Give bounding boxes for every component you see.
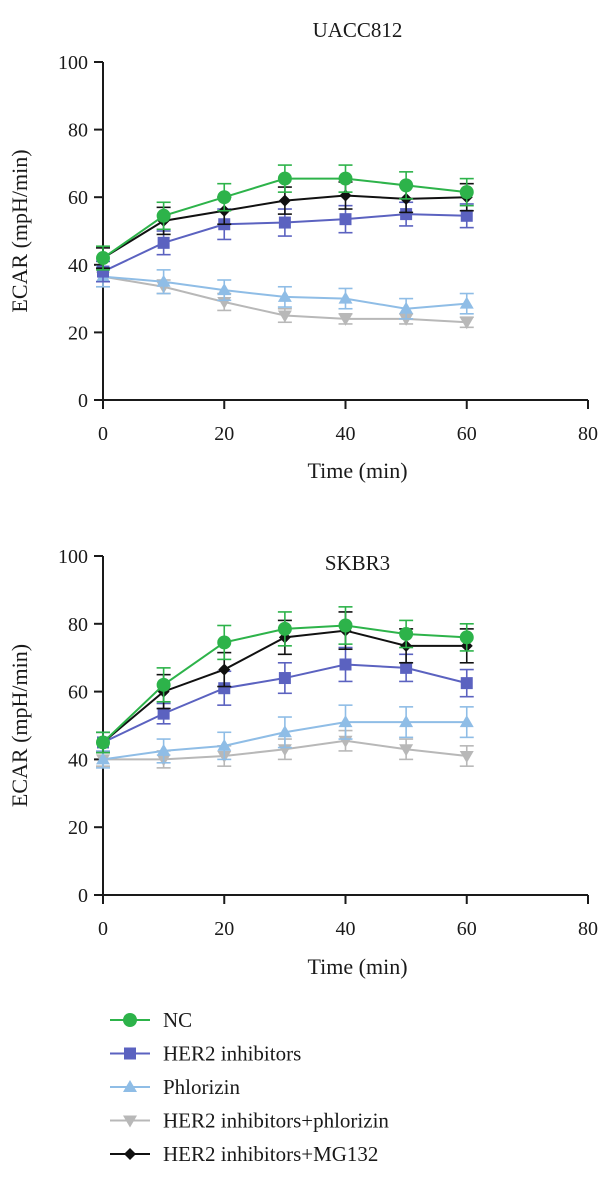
legend-label: HER2 inhibitors [163,1042,301,1066]
x-tick-label: 40 [336,918,356,940]
legend-item-her2-inhibitors-mg132: HER2 inhibitors+MG132 [110,1142,378,1166]
chart-panel-uacc812: UACC812 0 20 40 60 80 100 0 20 40 60 80 Time (min) EC… [7,18,598,483]
legend-item-phlorizin: Phlorizin [110,1075,240,1099]
legend-marker [123,1115,137,1128]
legend-label: HER2 inhibitors+phlorizin [163,1109,389,1133]
data-point [399,715,414,728]
data-point [459,715,474,728]
y-tick-label: 20 [68,817,88,839]
chart-panel-skbr3: SKBR3 0 20 40 60 80 100 0 20 40 60 80 Time (min) ECAR… [7,546,598,979]
legend-marker [124,1148,136,1160]
data-point [399,301,414,314]
y-axis-title: ECAR (mpH/min) [7,149,32,312]
data-point [278,672,291,685]
series-her2-inhibitors [96,201,474,283]
y-axis-title: ECAR (mpH/min) [7,644,32,807]
x-tick-label: 60 [457,423,477,445]
x-axis-title: Time (min) [307,458,407,483]
data-point [217,738,232,751]
y-tick-label: 0 [78,885,88,907]
data-point [339,213,352,226]
data-point [338,171,353,186]
y-tick-label: 80 [68,614,88,636]
data-point [277,171,292,186]
legend-item-her2-inhibitors: HER2 inhibitors [110,1042,301,1066]
data-point [460,677,473,690]
data-point [217,283,232,296]
legend-marker [123,1013,137,1027]
data-point [217,190,232,205]
legend-item-her2-inhibitors-phlorizin: HER2 inhibitors+phlorizin [110,1109,389,1133]
data-point [459,751,474,764]
y-tick-label: 100 [58,546,88,568]
data-point [218,663,231,676]
data-point [157,236,170,249]
data-point [156,743,171,756]
chart-title: UACC812 [313,18,403,42]
series-nc [96,606,474,754]
data-point [459,317,474,330]
y-tick-label: 0 [78,390,88,412]
data-point [156,677,171,692]
data-point [277,289,292,302]
data-point [277,725,292,738]
data-point [459,185,474,200]
data-point [338,715,353,728]
legend-label: NC [163,1008,192,1032]
series-nc [96,164,474,271]
x-tick-label: 0 [98,423,108,445]
data-point [217,635,232,650]
data-point [277,621,292,636]
legend-marker [124,1047,136,1060]
x-tick-label: 0 [98,918,108,940]
y-tick-label: 80 [68,120,88,142]
x-tick-label: 20 [214,918,234,940]
legend: NC HER2 inhibitors Phlorizin HER2 inhibitor… [110,1008,389,1166]
data-point [339,658,352,671]
data-point [399,626,414,641]
x-tick-label: 80 [578,423,598,445]
x-tick-label: 60 [457,918,477,940]
y-tick-label: 60 [68,187,88,209]
data-point [96,251,110,266]
y-tick-label: 20 [68,322,88,344]
data-point [460,209,473,222]
legend-marker [123,1080,137,1092]
data-point [459,296,474,309]
data-point [400,208,413,221]
data-point [338,313,353,326]
data-point [399,313,414,326]
x-tick-label: 80 [578,918,598,940]
data-point [96,752,110,765]
data-point [156,274,171,287]
x-axis-title: Time (min) [307,954,407,979]
legend-label: Phlorizin [163,1075,240,1099]
y-tick-label: 60 [68,682,88,704]
data-point [400,661,413,674]
y-tick-label: 40 [68,255,88,277]
data-point [459,630,474,645]
data-point [277,310,292,323]
x-tick-label: 40 [336,423,356,445]
data-point [218,682,231,695]
data-point [96,735,110,750]
data-point [338,618,353,633]
legend-item-nc: NC [110,1008,192,1032]
legend-label: HER2 inhibitors+MG132 [163,1142,378,1166]
data-point [157,707,170,720]
data-point [399,178,414,193]
x-tick-label: 20 [214,423,234,445]
y-tick-label: 40 [68,749,88,771]
data-point [399,744,414,757]
data-point [278,194,291,207]
chart-title: SKBR3 [325,551,390,575]
data-point [156,208,171,223]
y-tick-label: 100 [58,52,88,74]
series-her2-inhibitors [96,646,474,754]
data-point [338,291,353,304]
data-point [278,216,291,229]
